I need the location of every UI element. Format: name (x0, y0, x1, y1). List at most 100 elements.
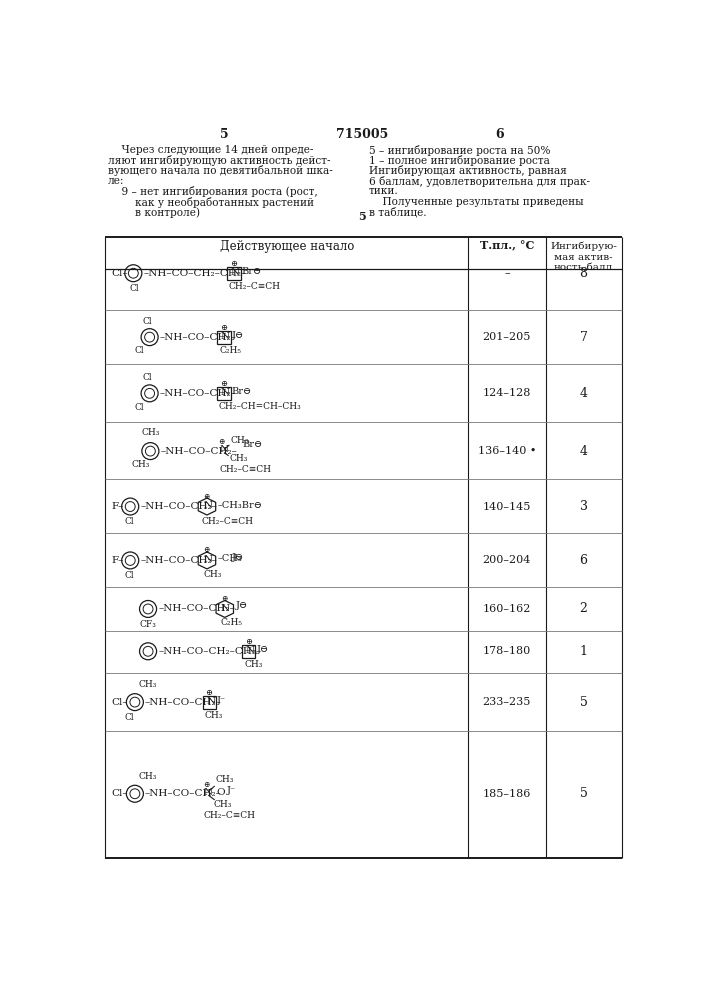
Text: ⊕: ⊕ (203, 546, 209, 554)
Text: J⊖: J⊖ (235, 601, 247, 610)
Text: ⊕: ⊕ (221, 595, 227, 603)
Text: –NH–CO–CH₂–: –NH–CO–CH₂– (140, 556, 217, 565)
Text: 2: 2 (580, 602, 588, 615)
Text: CH₃: CH₃ (204, 711, 223, 720)
Text: –: – (504, 268, 510, 278)
Text: 5: 5 (358, 211, 366, 222)
Text: 5: 5 (580, 696, 588, 709)
Text: Cl: Cl (135, 403, 144, 412)
Text: J⊖: J⊖ (232, 553, 244, 562)
Text: CH₃: CH₃ (213, 800, 231, 809)
Bar (218, 331, 230, 344)
Text: C₂H₅: C₂H₅ (219, 346, 241, 355)
Text: Cl: Cl (143, 317, 152, 326)
Text: Т.пл., °С: Т.пл., °С (479, 240, 534, 251)
Text: –CH₃Br⊖: –CH₃Br⊖ (218, 500, 263, 510)
Text: Cl: Cl (129, 284, 139, 293)
Text: 4: 4 (580, 387, 588, 400)
Text: CH₃: CH₃ (230, 436, 249, 445)
Text: Cl: Cl (125, 517, 134, 526)
Text: CH₂–CH=CH–CH₃: CH₂–CH=CH–CH₃ (218, 402, 301, 411)
Text: ⊕: ⊕ (203, 781, 209, 789)
Text: вующего начала по девятибальной шка-: вующего начала по девятибальной шка- (107, 165, 332, 176)
Text: ⊕: ⊕ (206, 689, 212, 697)
Text: CH₃: CH₃ (139, 772, 157, 781)
Text: Cl: Cl (125, 571, 134, 580)
Text: N: N (206, 697, 216, 706)
Text: Cl: Cl (125, 713, 134, 722)
Text: ⊕: ⊕ (220, 324, 227, 332)
Text: ле:: ле: (107, 176, 124, 186)
Text: ляют ингибирующую активность дейст-: ляют ингибирующую активность дейст- (107, 155, 330, 166)
Text: в контроле): в контроле) (107, 207, 200, 218)
Text: 178–180: 178–180 (483, 646, 531, 656)
Text: 7: 7 (580, 331, 588, 344)
Text: –NH–CO–CH₂–: –NH–CO–CH₂– (160, 447, 238, 456)
Text: –NH–CO–CH₂–CH₂–: –NH–CO–CH₂–CH₂– (158, 647, 262, 656)
Text: J⁻: J⁻ (227, 786, 236, 795)
Text: CH₂–C≡CH: CH₂–C≡CH (219, 465, 271, 474)
Text: 136–140 •: 136–140 • (478, 446, 536, 456)
Bar (218, 387, 230, 400)
Bar (228, 267, 240, 280)
Bar (243, 645, 255, 658)
Text: CH₃: CH₃ (244, 660, 262, 669)
Text: ⊕: ⊕ (203, 493, 209, 501)
Text: C₂H₅: C₂H₅ (221, 618, 243, 627)
Text: в таблице.: в таблице. (369, 207, 426, 218)
Text: 201–205: 201–205 (483, 332, 531, 342)
Text: –NH–CO–CH₂–CH₂–: –NH–CO–CH₂–CH₂– (144, 269, 247, 278)
Text: 233–235: 233–235 (483, 697, 531, 707)
Text: Ингибирую-
мая актив-
ность,балл: Ингибирую- мая актив- ность,балл (550, 242, 617, 272)
Text: 200–204: 200–204 (483, 555, 531, 565)
Text: 6 баллам, удовлетворительна для прак-: 6 баллам, удовлетворительна для прак- (369, 176, 590, 187)
Text: 3: 3 (580, 500, 588, 513)
Text: Через следующие 14 дней опреде-: Через следующие 14 дней опреде- (107, 145, 313, 155)
Text: CH₃: CH₃ (139, 680, 157, 689)
Text: Cl: Cl (143, 373, 152, 382)
Text: –NH–CO–CH₂–: –NH–CO–CH₂– (160, 333, 237, 342)
Text: CH₃: CH₃ (230, 454, 247, 463)
Text: ⊕: ⊕ (220, 380, 227, 388)
Text: Br⊖: Br⊖ (242, 267, 262, 276)
Text: ⊕: ⊕ (230, 260, 238, 268)
Text: Cl–: Cl– (112, 698, 128, 707)
Text: 5 – ингибирование роста на 50%: 5 – ингибирование роста на 50% (369, 145, 551, 156)
Text: –CH₃: –CH₃ (218, 554, 243, 563)
Text: Br⊖: Br⊖ (232, 387, 252, 396)
Text: N: N (246, 646, 255, 655)
Text: CH₂–C≡CH: CH₂–C≡CH (228, 282, 281, 291)
Text: 5: 5 (580, 787, 588, 800)
Text: F–: F– (112, 556, 124, 565)
Text: –NH–CO–CH₂–: –NH–CO–CH₂– (145, 698, 222, 707)
Text: 1: 1 (580, 645, 588, 658)
Bar (203, 696, 216, 709)
Text: Ингибирующая активность, равная: Ингибирующая активность, равная (369, 165, 567, 176)
Text: Cl–: Cl– (112, 269, 128, 278)
Text: –NH–CO–CH₂–: –NH–CO–CH₂– (145, 789, 222, 798)
Text: N: N (204, 788, 213, 797)
Text: –NH–CO–CH₂–: –NH–CO–CH₂– (140, 502, 217, 511)
Text: ⊕: ⊕ (245, 638, 252, 646)
Text: Cl–: Cl– (112, 789, 128, 798)
Text: 124–128: 124–128 (483, 388, 531, 398)
Text: CH₃: CH₃ (131, 460, 149, 469)
Text: 6: 6 (580, 554, 588, 567)
Text: Cl: Cl (135, 346, 144, 355)
Text: N: N (221, 332, 230, 341)
Text: 5: 5 (221, 128, 229, 141)
Text: –NH–CO–CH₂–: –NH–CO–CH₂– (160, 389, 237, 398)
Text: N: N (203, 501, 212, 510)
Text: 160–162: 160–162 (483, 604, 531, 614)
Text: N: N (231, 268, 240, 277)
Text: тики.: тики. (369, 186, 399, 196)
Text: CF₃: CF₃ (139, 620, 156, 629)
Text: N: N (203, 555, 212, 564)
Text: 6: 6 (495, 128, 503, 141)
Text: 9 – нет ингибирования роста (рост,: 9 – нет ингибирования роста (рост, (107, 186, 317, 197)
Text: J⁻: J⁻ (217, 696, 226, 705)
Text: 185–186: 185–186 (483, 789, 531, 799)
Text: 4: 4 (580, 445, 588, 458)
Text: Br⊖: Br⊖ (243, 440, 263, 449)
Text: Действующее начало: Действующее начало (220, 240, 354, 253)
